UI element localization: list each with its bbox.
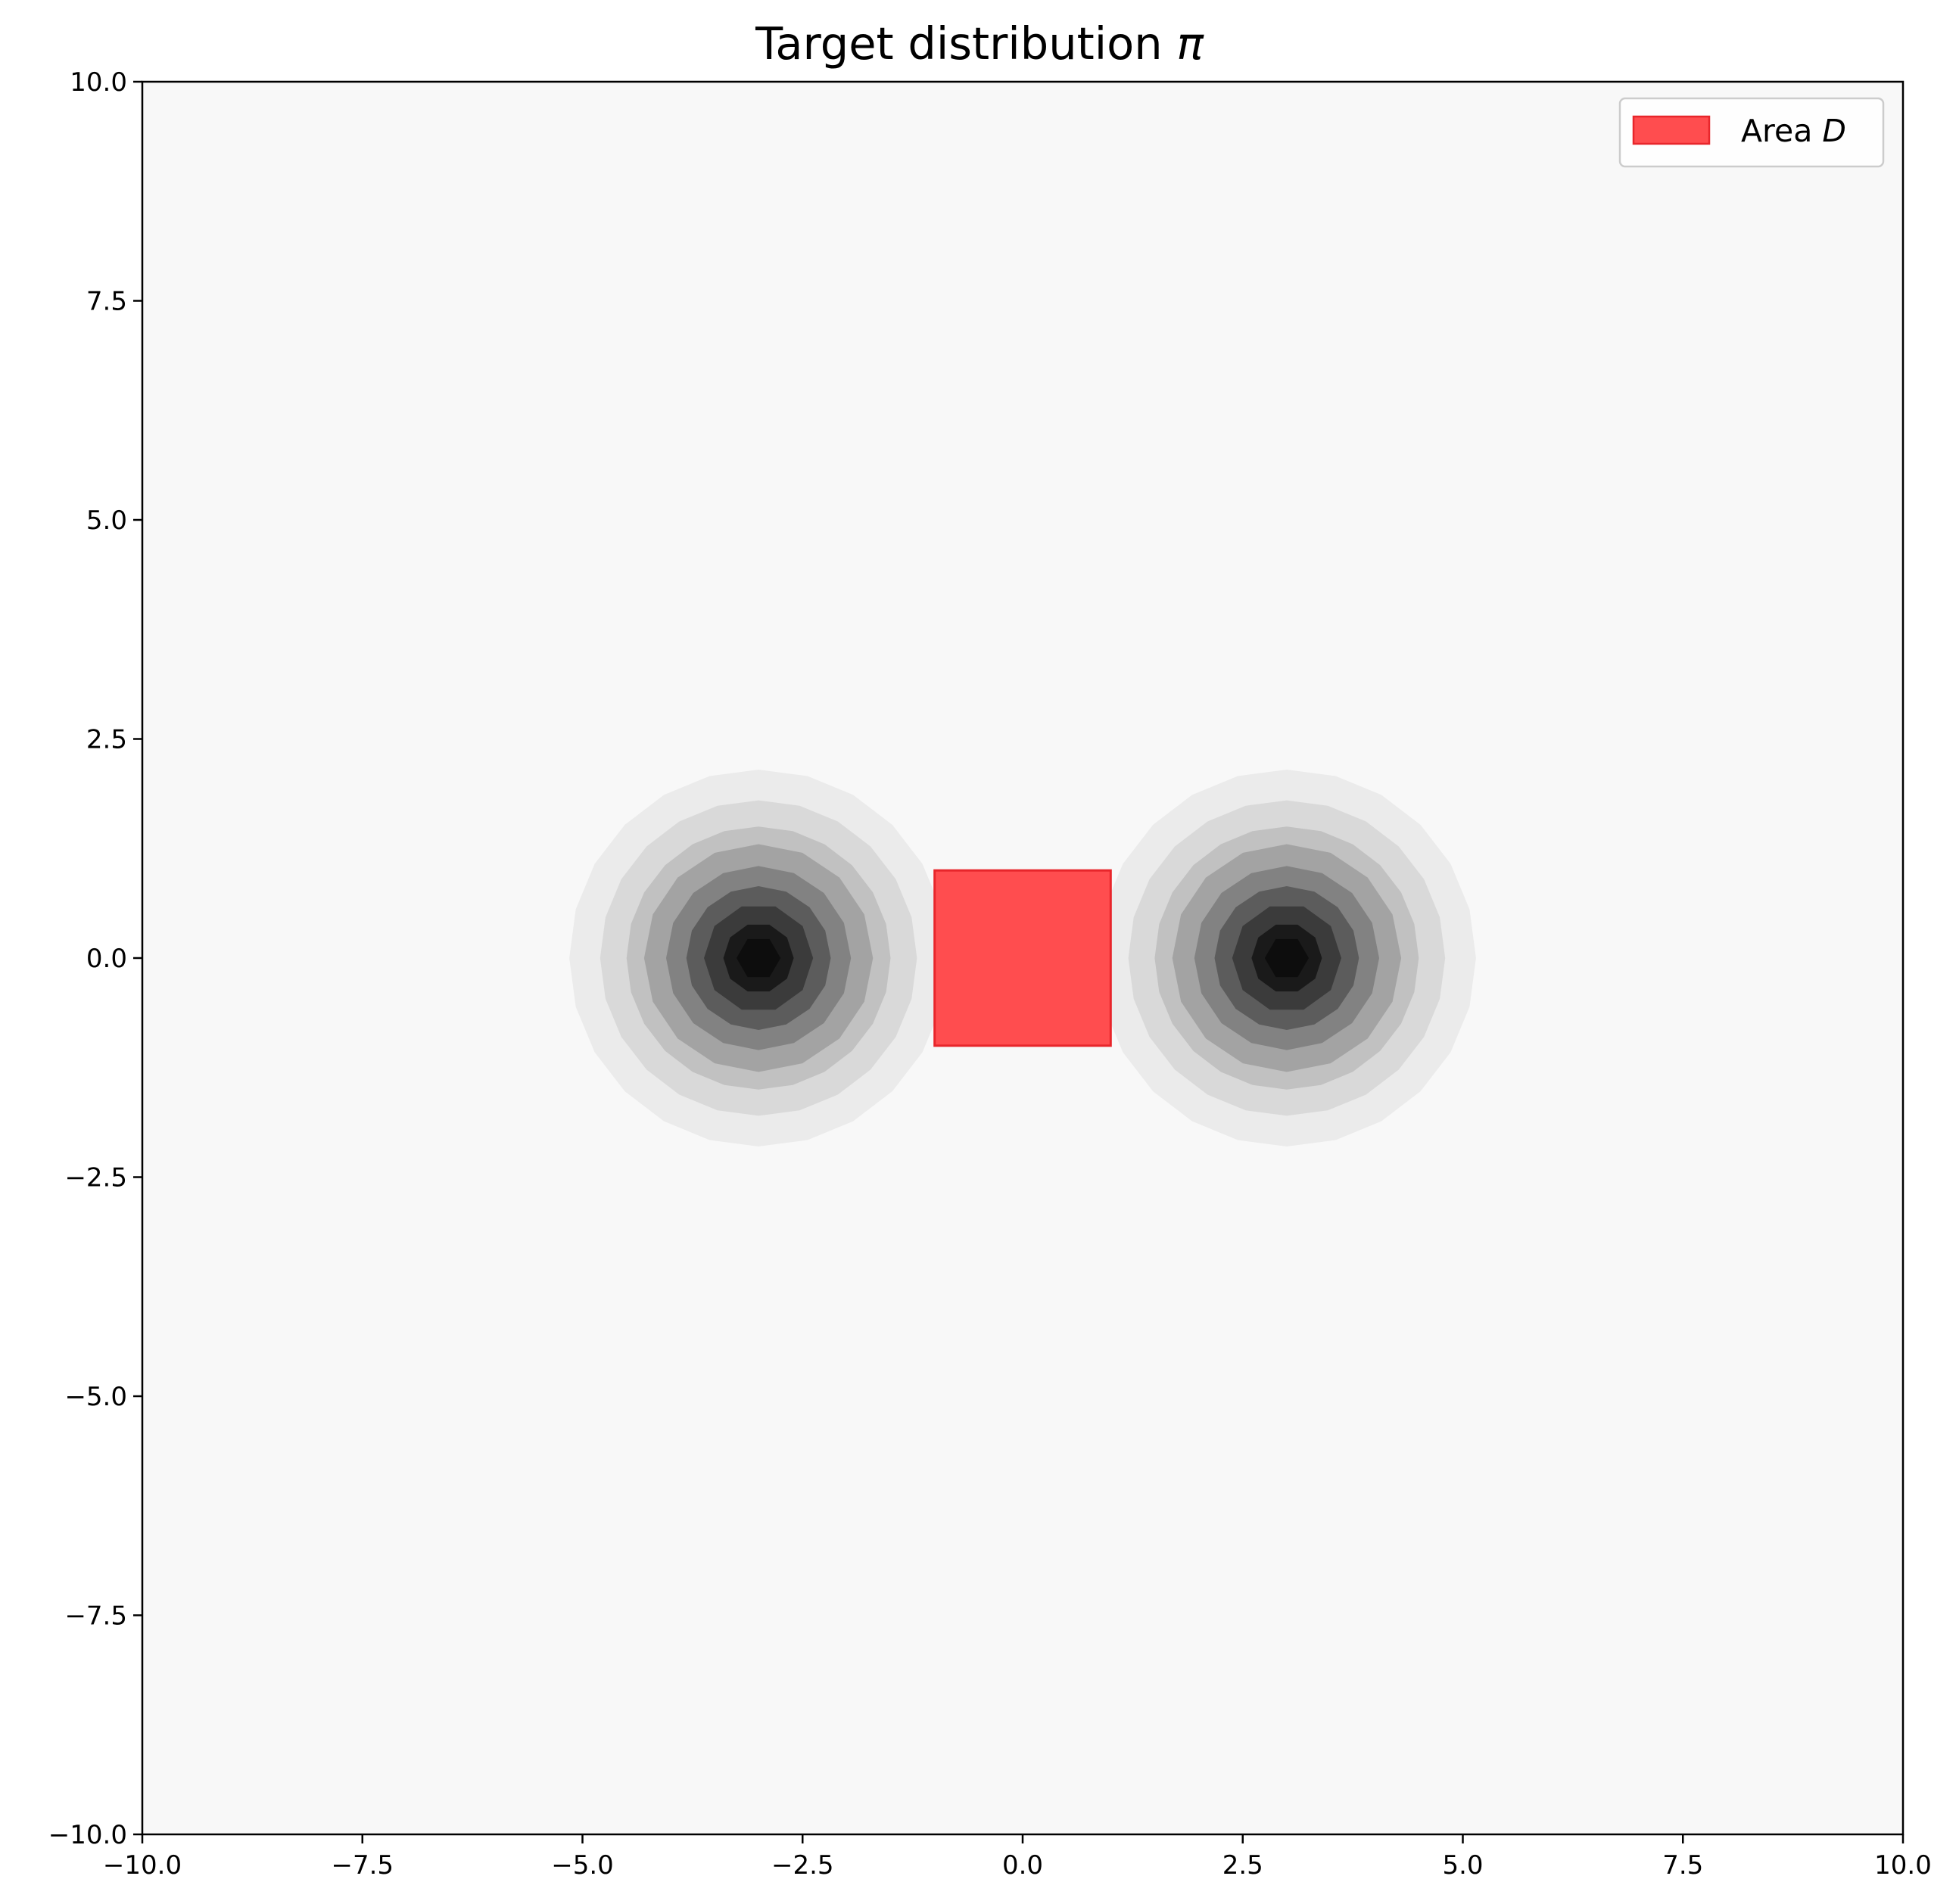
y-tick-label: −7.5 xyxy=(64,1601,127,1632)
x-tick-label: 10.0 xyxy=(1874,1850,1932,1881)
x-tick-label: 5.0 xyxy=(1442,1850,1483,1881)
y-tick-label: 7.5 xyxy=(86,287,127,317)
x-tick-label: −5.0 xyxy=(551,1850,614,1881)
chart-title: Target distribution π xyxy=(755,17,1204,70)
contour-layer xyxy=(569,770,1476,1146)
y-tick-label: 2.5 xyxy=(86,725,127,755)
x-tick-label: 0.0 xyxy=(1002,1850,1043,1881)
x-axis: −10.0 −7.5 −5.0 −2.5 0.0 2.5 5.0 7.5 10.0 xyxy=(103,1834,1932,1881)
y-tick-label: −10.0 xyxy=(48,1820,127,1850)
y-axis: −10.0 −7.5 −5.0 −2.5 0.0 2.5 5.0 7.5 10.0 xyxy=(48,67,142,1850)
contour-level-9 xyxy=(1264,938,1309,978)
y-tick-label: 10.0 xyxy=(70,67,127,98)
mode-1-contours xyxy=(569,770,948,1146)
x-tick-label: 7.5 xyxy=(1662,1850,1703,1881)
mode-2-contours xyxy=(1097,770,1476,1146)
y-tick-label: 5.0 xyxy=(86,506,127,536)
x-tick-label: −10.0 xyxy=(103,1850,182,1881)
y-tick-label: −5.0 xyxy=(64,1382,127,1412)
contour-level-9 xyxy=(737,938,781,978)
legend-label-area-d: Area D xyxy=(1741,113,1846,149)
plot-area xyxy=(141,80,1904,1836)
legend: Area D xyxy=(1618,97,1885,168)
x-tick-label: −7.5 xyxy=(331,1850,394,1881)
area-d-rectangle xyxy=(933,869,1112,1047)
y-tick-label: −2.5 xyxy=(64,1163,127,1193)
y-tick-label: 0.0 xyxy=(86,944,127,974)
x-tick-label: 2.5 xyxy=(1222,1850,1263,1881)
legend-swatch-area-d xyxy=(1632,115,1711,145)
x-tick-label: −2.5 xyxy=(771,1850,834,1881)
legend-box xyxy=(1618,97,1885,168)
